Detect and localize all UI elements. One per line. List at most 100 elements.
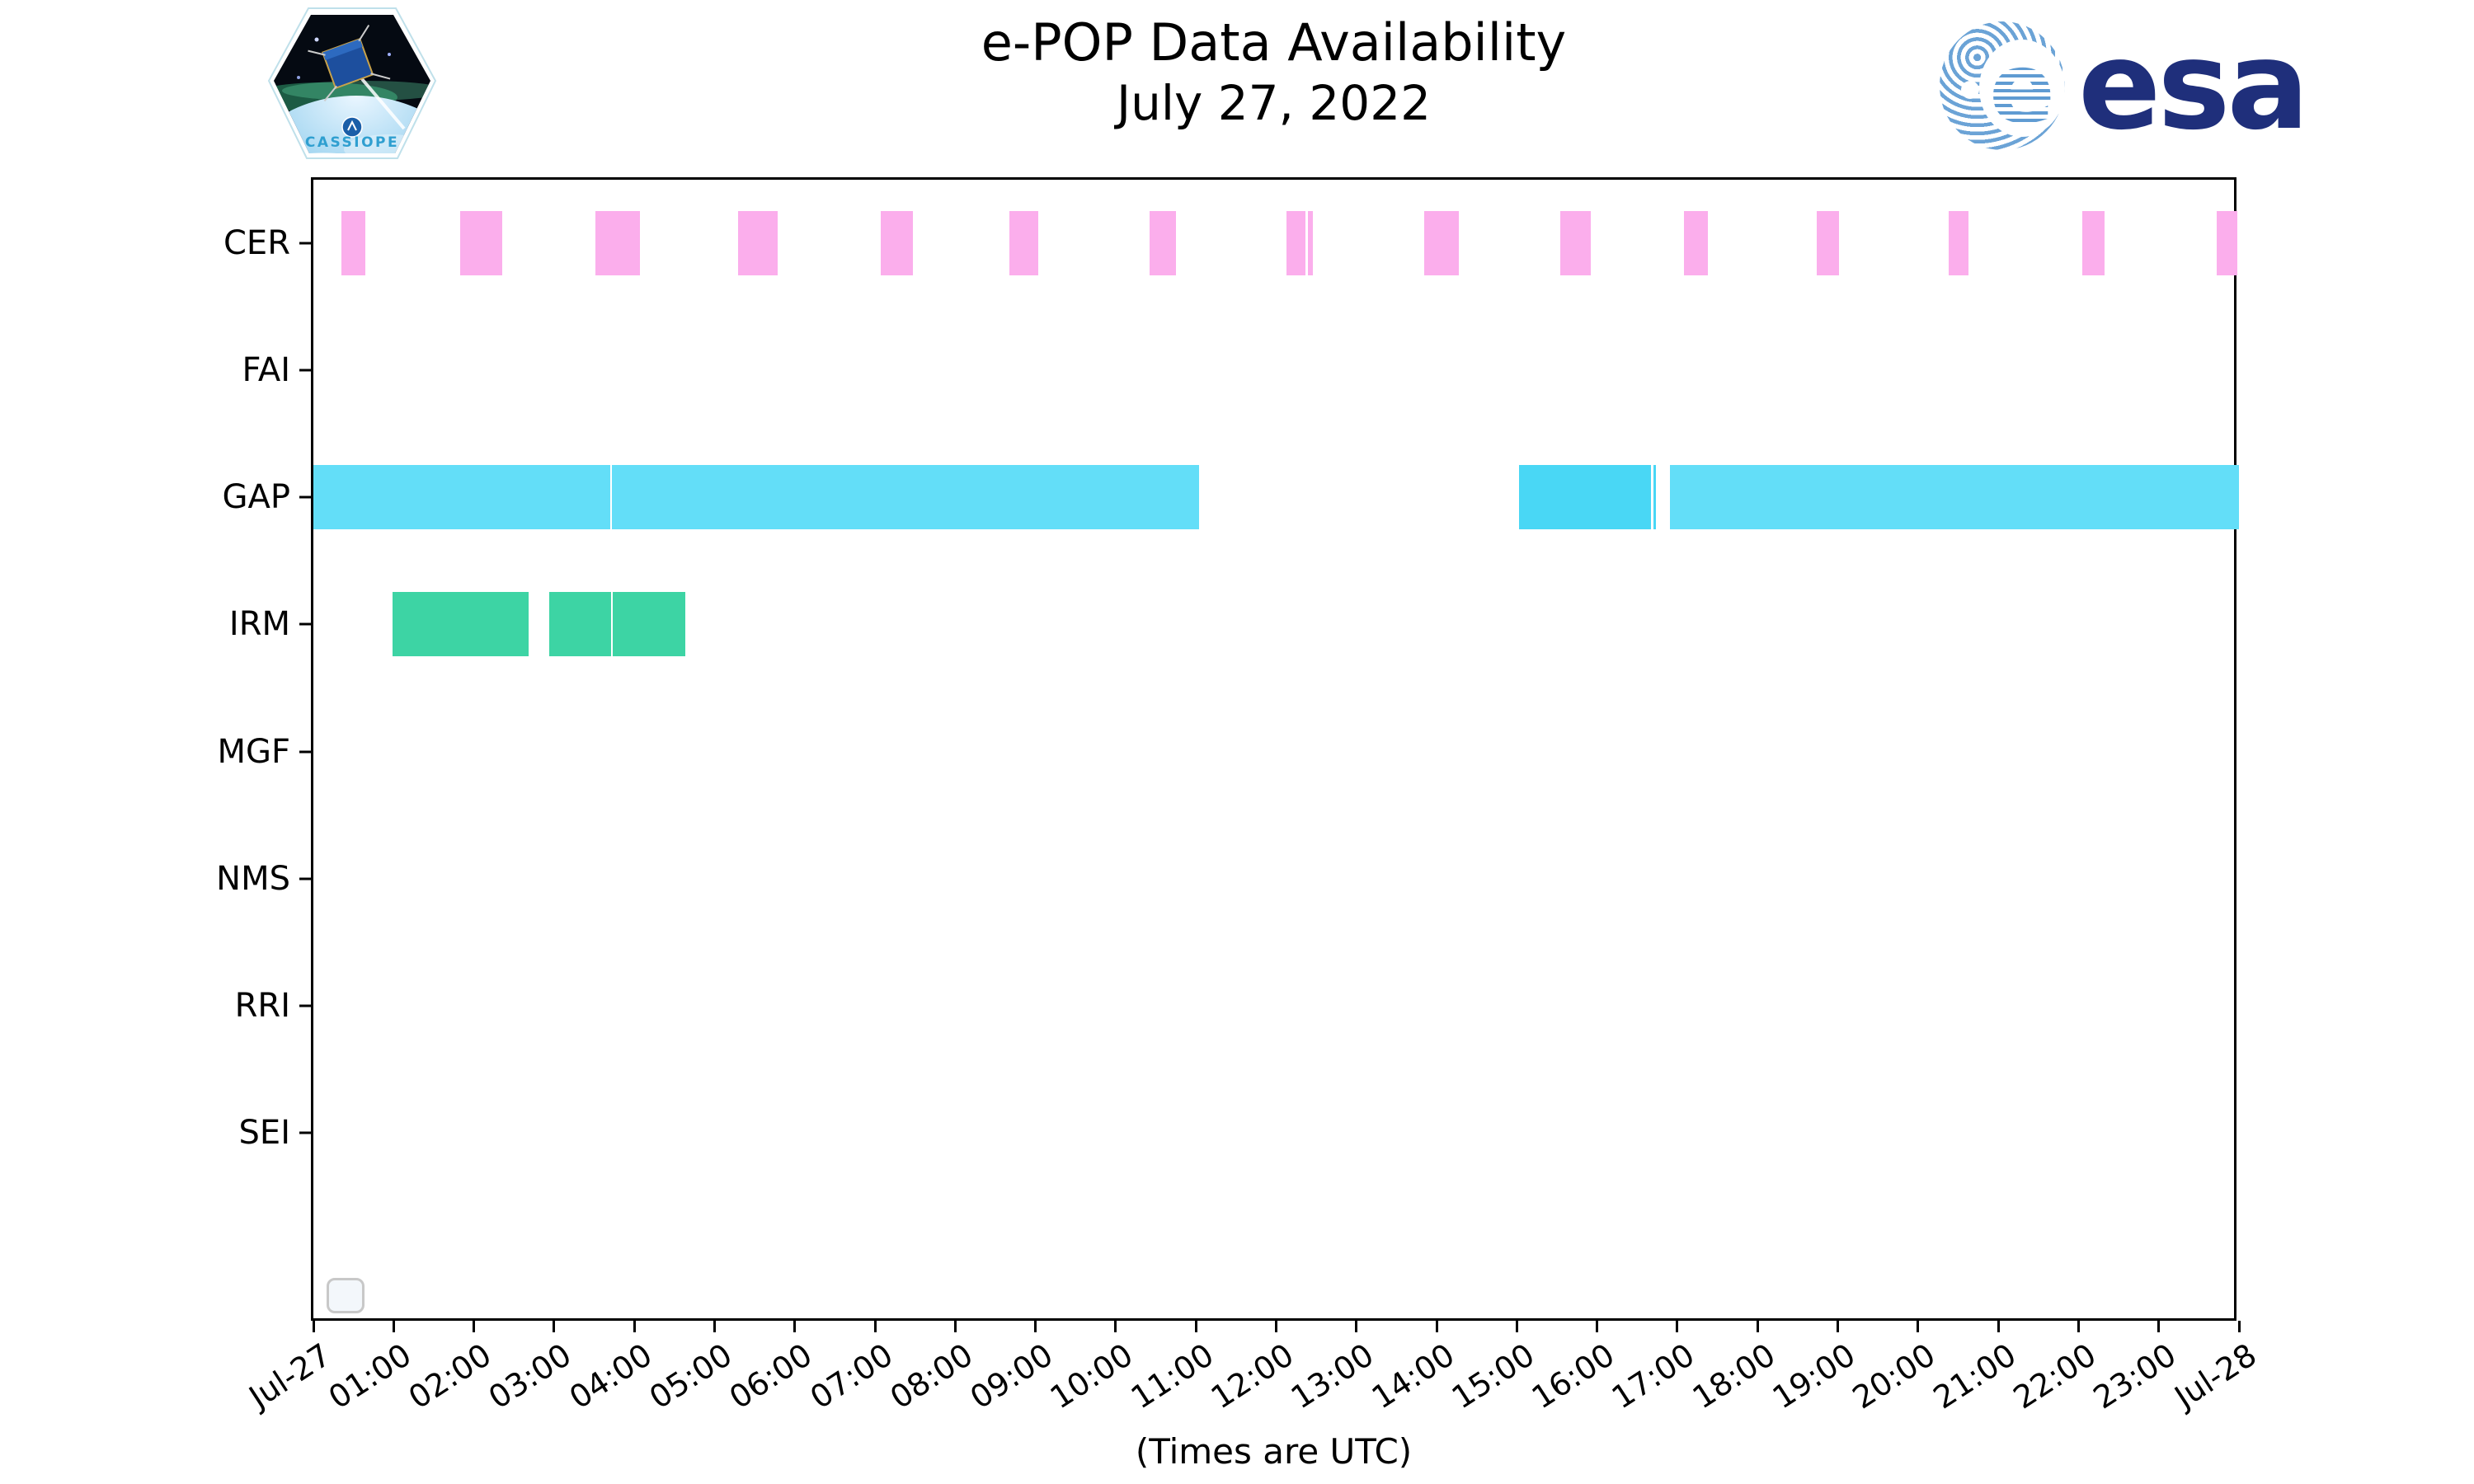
x-tick-mark	[2077, 1321, 2080, 1332]
cassiope-patch-graphic: CASSIOPE	[267, 7, 437, 159]
row-label-irm: IRM	[228, 605, 290, 644]
chart-title-line1: e-POP Data Availability	[981, 12, 1567, 73]
legend-box	[327, 1278, 365, 1313]
cer-availability-bar	[880, 211, 913, 276]
x-tick-mark	[1997, 1321, 2000, 1332]
irm-availability-bar	[612, 592, 686, 657]
x-tick-mark	[1756, 1321, 1759, 1332]
chart-title: e-POP Data Availability July 27, 2022	[311, 12, 2236, 132]
x-tick-mark	[1275, 1321, 1277, 1332]
x-tick-mark	[1917, 1321, 1920, 1332]
x-tick-label-0400: 04:00	[562, 1336, 659, 1416]
cer-availability-bar	[1948, 211, 1969, 276]
x-tick-mark	[1114, 1321, 1117, 1332]
x-tick-mark	[633, 1321, 636, 1332]
x-tick-label-1000: 10:00	[1044, 1336, 1140, 1416]
cer-availability-bar	[737, 211, 778, 276]
cer-availability-bar	[1559, 211, 1591, 276]
row-label-fai: FAI	[242, 351, 291, 390]
x-tick-mark	[1837, 1321, 1840, 1332]
timeline-plot-area: CER FAI GAP IRM MGF NMS RRI SEI Jul-27 01:00 02:00…	[216, 177, 2263, 1416]
x-tick-mark	[953, 1321, 957, 1332]
row-label-rri: RRI	[234, 986, 290, 1025]
cer-availability-bar	[460, 211, 502, 276]
chart-title-line2: July 27, 2022	[1116, 74, 1432, 131]
x-tick-mark	[2157, 1321, 2161, 1332]
row-label-gap: GAP	[222, 478, 290, 517]
y-tick-mark	[299, 369, 311, 372]
y-tick-mark	[299, 622, 311, 626]
cer-availability-bar	[1308, 211, 1314, 276]
cer-availability-bar	[1149, 211, 1176, 276]
x-tick-label-2300: 23:00	[2086, 1336, 2183, 1416]
x-tick-mark	[1676, 1321, 1679, 1332]
x-tick-label-0600: 06:00	[722, 1336, 819, 1416]
cer-availability-bar	[1683, 211, 1708, 276]
y-tick-mark	[299, 1004, 311, 1007]
x-tick-mark	[1596, 1321, 1599, 1332]
esa-wordmark: esa	[2078, 15, 2309, 157]
row-label-nms: NMS	[216, 859, 290, 898]
cer-availability-bar	[1424, 211, 1460, 276]
x-tick-label-1700: 17:00	[1606, 1336, 1701, 1416]
x-tick-mark	[1435, 1321, 1438, 1332]
x-tick-mark	[1355, 1321, 1358, 1332]
esa-logo: e esa	[1940, 18, 2319, 158]
gap-availability-bar	[1519, 465, 1651, 530]
x-tick-label-0100: 01:00	[322, 1336, 418, 1416]
y-tick-mark	[299, 750, 311, 753]
y-tick-mark	[299, 495, 311, 499]
cer-availability-bar	[1009, 211, 1038, 276]
x-tick-label-1900: 19:00	[1766, 1336, 1862, 1416]
x-tick-label-2000: 20:00	[1846, 1336, 1942, 1416]
cassiope-mission-patch: CASSIOPE	[266, 5, 439, 162]
y-tick-mark	[299, 1131, 311, 1134]
x-tick-mark	[392, 1321, 395, 1332]
x-tick-label-1300: 13:00	[1284, 1336, 1380, 1416]
x-tick-label-0700: 07:00	[803, 1336, 900, 1416]
x-tick-mark	[553, 1321, 556, 1332]
x-tick-label-1400: 14:00	[1365, 1336, 1461, 1416]
row-label-cer: CER	[223, 224, 290, 263]
x-tick-mark	[713, 1321, 716, 1332]
x-tick-label-jul-27: Jul-27	[242, 1336, 337, 1416]
x-tick-label-1600: 16:00	[1525, 1336, 1621, 1416]
x-tick-label-2100: 21:00	[1926, 1336, 2023, 1416]
gap-availability-bar	[313, 465, 610, 530]
x-tick-label-0500: 05:00	[642, 1336, 739, 1416]
x-tick-label-0200: 02:00	[402, 1336, 498, 1416]
x-tick-label-1100: 11:00	[1124, 1336, 1221, 1416]
x-tick-mark	[1034, 1321, 1037, 1332]
irm-availability-bar	[549, 592, 611, 657]
x-tick-label-1800: 18:00	[1686, 1336, 1782, 1416]
cer-availability-bar	[2082, 211, 2105, 276]
x-tick-mark	[1515, 1321, 1518, 1332]
x-axis-caption: (Times are UTC)	[1135, 1431, 1413, 1472]
x-tick-mark	[473, 1321, 476, 1332]
esa-globe-letter: e	[1979, 40, 2065, 137]
y-tick-mark	[299, 877, 311, 881]
gap-availability-bar	[1653, 465, 1656, 530]
gap-availability-bar	[1670, 465, 2239, 530]
x-tick-label-1200: 12:00	[1204, 1336, 1300, 1416]
row-label-sei: SEI	[238, 1113, 290, 1152]
cer-availability-bar	[2216, 211, 2238, 276]
x-tick-mark	[873, 1321, 877, 1332]
x-tick-label-1500: 15:00	[1445, 1336, 1541, 1416]
gap-availability-bar	[611, 465, 1200, 530]
cer-availability-bar	[595, 211, 640, 276]
cassiope-label: CASSIOPE	[305, 134, 399, 151]
x-tick-mark	[312, 1321, 315, 1332]
x-tick-mark	[2237, 1321, 2241, 1332]
esa-globe-dot	[1961, 81, 1979, 99]
x-tick-mark	[793, 1321, 797, 1332]
x-tick-label-0800: 08:00	[883, 1336, 980, 1416]
x-tick-label-0900: 09:00	[963, 1336, 1060, 1416]
x-tick-label-jul-28: Jul-28	[2168, 1336, 2263, 1416]
esa-globe-icon: e	[1940, 21, 2065, 150]
cer-availability-bar	[1817, 211, 1840, 276]
y-tick-mark	[299, 242, 311, 245]
cer-availability-bar	[1286, 211, 1306, 276]
cer-availability-bar	[341, 211, 366, 276]
